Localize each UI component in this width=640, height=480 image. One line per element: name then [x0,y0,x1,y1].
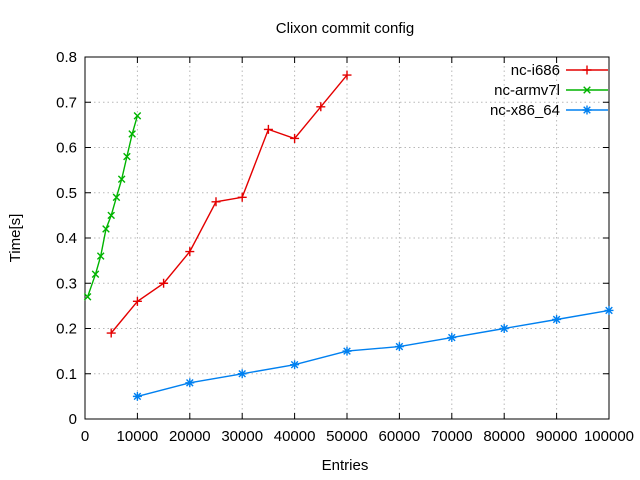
plus-marker [106,328,116,338]
y-axis-label: Time[s] [7,214,24,263]
cross-marker [83,293,92,301]
grid [85,57,609,419]
y-tick-label: 0.2 [56,321,77,338]
legend-row-nc-armv7l: nc-armv7l [494,82,608,99]
asterisk-marker [552,314,562,324]
y-tick-label: 0.8 [56,49,77,66]
cross-marker [107,211,115,220]
chart-title: Clixon commit config [276,20,414,37]
plus-marker [342,70,352,80]
series-line-nc-armv7l [86,115,139,298]
asterisk-marker [132,391,142,401]
asterisk-marker [499,324,509,333]
x-tick-label: 10000 [117,428,159,445]
cross-marker [123,152,131,161]
legend-sample-marker [582,65,592,75]
asterisk-marker [604,305,614,315]
cross-marker [102,225,110,233]
y-tick-label: 0.6 [56,140,77,157]
x-tick-label: 90000 [536,428,578,445]
plus-marker [263,124,273,134]
plot-border [84,56,610,420]
x-tick-label: 70000 [431,428,473,445]
series-nc-i686 [106,70,352,338]
cross-marker [128,130,136,138]
y-tick-label: 0.7 [56,94,77,111]
legend: nc-i686 nc-armv7l nc-x86_64 [490,62,608,119]
x-tick-label: 20000 [169,428,211,445]
x-tick-labels: 0 10000 20000 30000 40000 50000 60000 70000 8000… [81,428,634,445]
x-tick-label: 100000 [584,428,634,445]
asterisk-marker [394,342,404,352]
series-line-nc-i686 [110,74,348,334]
plus-marker [159,278,169,288]
legend-row-nc-i686: nc-i686 [511,62,608,79]
y-tick-label: 0.5 [56,185,77,202]
x-tick-label: 40000 [274,428,316,445]
asterisk-marker [342,346,352,356]
cross-marker [96,252,105,260]
cross-marker [133,112,142,120]
legend-label-nc-i686: nc-i686 [511,62,560,79]
cross-marker [112,193,121,202]
series-nc-x86_64 [132,305,614,401]
plus-marker [185,247,195,257]
x-tick-label: 50000 [326,428,368,445]
legend-sample-marker [583,86,591,94]
y-tick-labels: 0 0.1 0.2 0.3 0.4 0.5 0.6 0.7 0.8 [56,49,77,428]
x-tick-label: 60000 [379,428,421,445]
asterisk-marker [447,333,457,343]
plus-marker [132,296,142,306]
cross-marker [91,270,100,278]
legend-label-nc-x86_64: nc-x86_64 [490,102,560,119]
series-group [83,70,614,401]
asterisk-marker [185,378,195,388]
asterisk-marker [290,360,300,370]
asterisk-marker [237,369,247,379]
plus-marker [211,197,221,207]
legend-row-nc-x86_64: nc-x86_64 [490,102,608,119]
x-tick-label: 0 [81,428,89,445]
y-tick-label: 0.1 [56,366,77,383]
plus-marker [290,133,300,143]
y-tick-label: 0.3 [56,275,77,292]
plus-marker [316,102,326,112]
x-tick-label: 80000 [483,428,525,445]
y-tick-label: 0 [69,411,77,428]
series-nc-armv7l [83,112,142,301]
x-axis-label: Entries [322,457,369,474]
legend-label-nc-armv7l: nc-armv7l [494,82,560,99]
legend-sample-marker [582,105,592,115]
cross-marker [117,175,126,183]
series-line-nc-x86_64 [137,309,610,398]
plus-marker [237,192,247,202]
x-tick-label: 30000 [221,428,263,445]
y-tick-label: 0.4 [56,230,77,247]
